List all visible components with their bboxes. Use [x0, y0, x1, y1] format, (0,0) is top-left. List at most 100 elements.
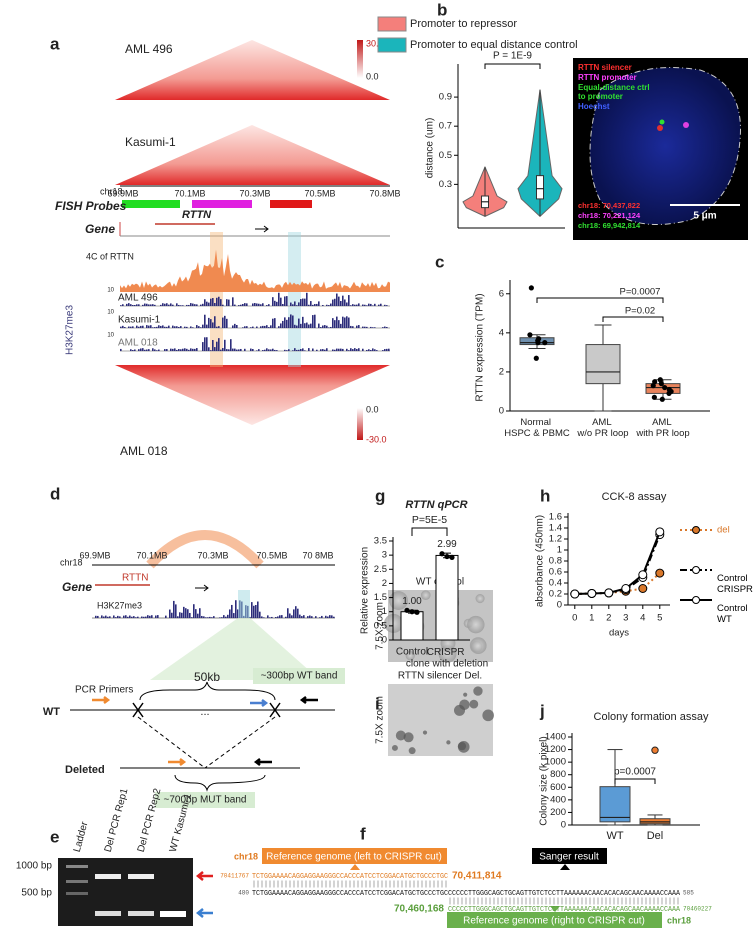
value-label: 2.99	[437, 539, 457, 550]
track-bar	[122, 304, 124, 306]
color-bar	[357, 408, 363, 440]
track-bar	[166, 326, 168, 328]
chart-title: Colony formation assay	[594, 711, 709, 723]
track-bar	[308, 304, 310, 306]
track-bar	[148, 349, 150, 351]
diagram-label: 50kb	[194, 670, 220, 684]
track-bar	[209, 616, 211, 618]
y-tick-label: 1400	[545, 732, 566, 743]
track-bar	[222, 348, 224, 351]
track-bar	[200, 327, 202, 328]
track-bar	[262, 325, 264, 328]
track-bar	[137, 616, 139, 618]
track-bar	[296, 305, 298, 306]
track-bar	[156, 350, 158, 351]
track-bar	[318, 323, 320, 328]
track-bar	[348, 350, 350, 351]
track-label: Gene	[85, 222, 115, 236]
track-bar	[370, 303, 372, 306]
x-tick-label: 3	[623, 613, 628, 624]
gel-band	[66, 865, 88, 868]
panel-letter: g	[375, 486, 385, 505]
track-bar	[372, 348, 374, 351]
track-bar	[146, 303, 148, 306]
track-scale: 10	[107, 333, 114, 339]
track-bar	[292, 304, 294, 306]
track-bar	[206, 301, 208, 306]
track-bar	[300, 349, 302, 351]
track-bar	[144, 303, 146, 306]
track-bar	[246, 326, 248, 328]
track-bar	[280, 323, 282, 328]
bar	[435, 554, 459, 641]
sequence: TCTGGAAAACAGGAGGAAGGGCCACCCATCCTCGGACATG…	[252, 873, 448, 881]
track-bar	[287, 608, 289, 618]
track-bar	[218, 326, 220, 328]
sample-label: AML 496	[125, 42, 173, 56]
gel-band	[95, 874, 121, 879]
track-4c	[120, 249, 390, 292]
data-point	[657, 377, 663, 383]
box	[639, 818, 671, 825]
track-scale: 10	[107, 288, 114, 294]
track-bar	[262, 303, 264, 306]
track-bar	[126, 303, 128, 306]
colony	[475, 594, 485, 604]
track-bar	[274, 349, 276, 351]
track-bar	[191, 617, 193, 618]
track-bar	[179, 612, 181, 618]
sample-label: Kasumi-1	[125, 135, 176, 149]
track-bar	[206, 337, 208, 351]
track-bar	[143, 616, 145, 618]
track-bar	[282, 303, 284, 306]
band-arrow	[195, 871, 213, 881]
track-bar	[267, 615, 269, 618]
track-bar	[306, 322, 308, 328]
track-bar	[344, 299, 346, 306]
legend-marker	[692, 596, 700, 604]
track-bar	[334, 349, 336, 351]
highlight-band	[238, 590, 250, 618]
sequence-position: 70,460,168	[394, 904, 444, 915]
track-bar	[188, 349, 190, 351]
zoom-wedge	[150, 618, 320, 680]
track-bar	[174, 326, 176, 328]
y-tick-label: 200	[550, 807, 566, 818]
track-bar	[279, 615, 281, 618]
track-bar	[270, 349, 272, 351]
track-bar	[256, 350, 258, 351]
track-bar	[172, 348, 174, 351]
track-bar	[244, 303, 246, 306]
colony	[389, 591, 408, 610]
tss-arrow	[255, 225, 269, 233]
track-bar	[289, 613, 291, 618]
track-bar	[274, 300, 276, 306]
y-axis-label: Relative expression	[360, 547, 371, 634]
track-bar	[278, 326, 280, 328]
track-bar	[340, 348, 342, 351]
p-value: p=0.0007	[614, 767, 656, 778]
track-bar	[291, 615, 293, 618]
legend-label: Control WT	[717, 603, 750, 625]
track-bar	[130, 326, 132, 328]
track-bar	[204, 299, 206, 306]
track-bar	[362, 326, 364, 328]
track-bar	[212, 298, 214, 306]
track-bar	[350, 348, 352, 351]
track-bar	[364, 326, 366, 328]
panel-a-graphics	[115, 40, 390, 440]
track-bar	[250, 327, 252, 328]
track-bar	[155, 615, 157, 618]
coordinate-label: 70.5MB	[256, 550, 287, 560]
y-tick-label: 1.6	[549, 512, 562, 523]
track-bar	[277, 616, 279, 618]
track-bar	[101, 615, 103, 618]
track-bar	[258, 303, 260, 306]
colony	[403, 732, 414, 743]
track-bar	[260, 304, 262, 306]
colony	[408, 747, 416, 755]
track-bar	[262, 350, 264, 351]
track-bar	[226, 299, 228, 306]
box	[536, 175, 544, 200]
